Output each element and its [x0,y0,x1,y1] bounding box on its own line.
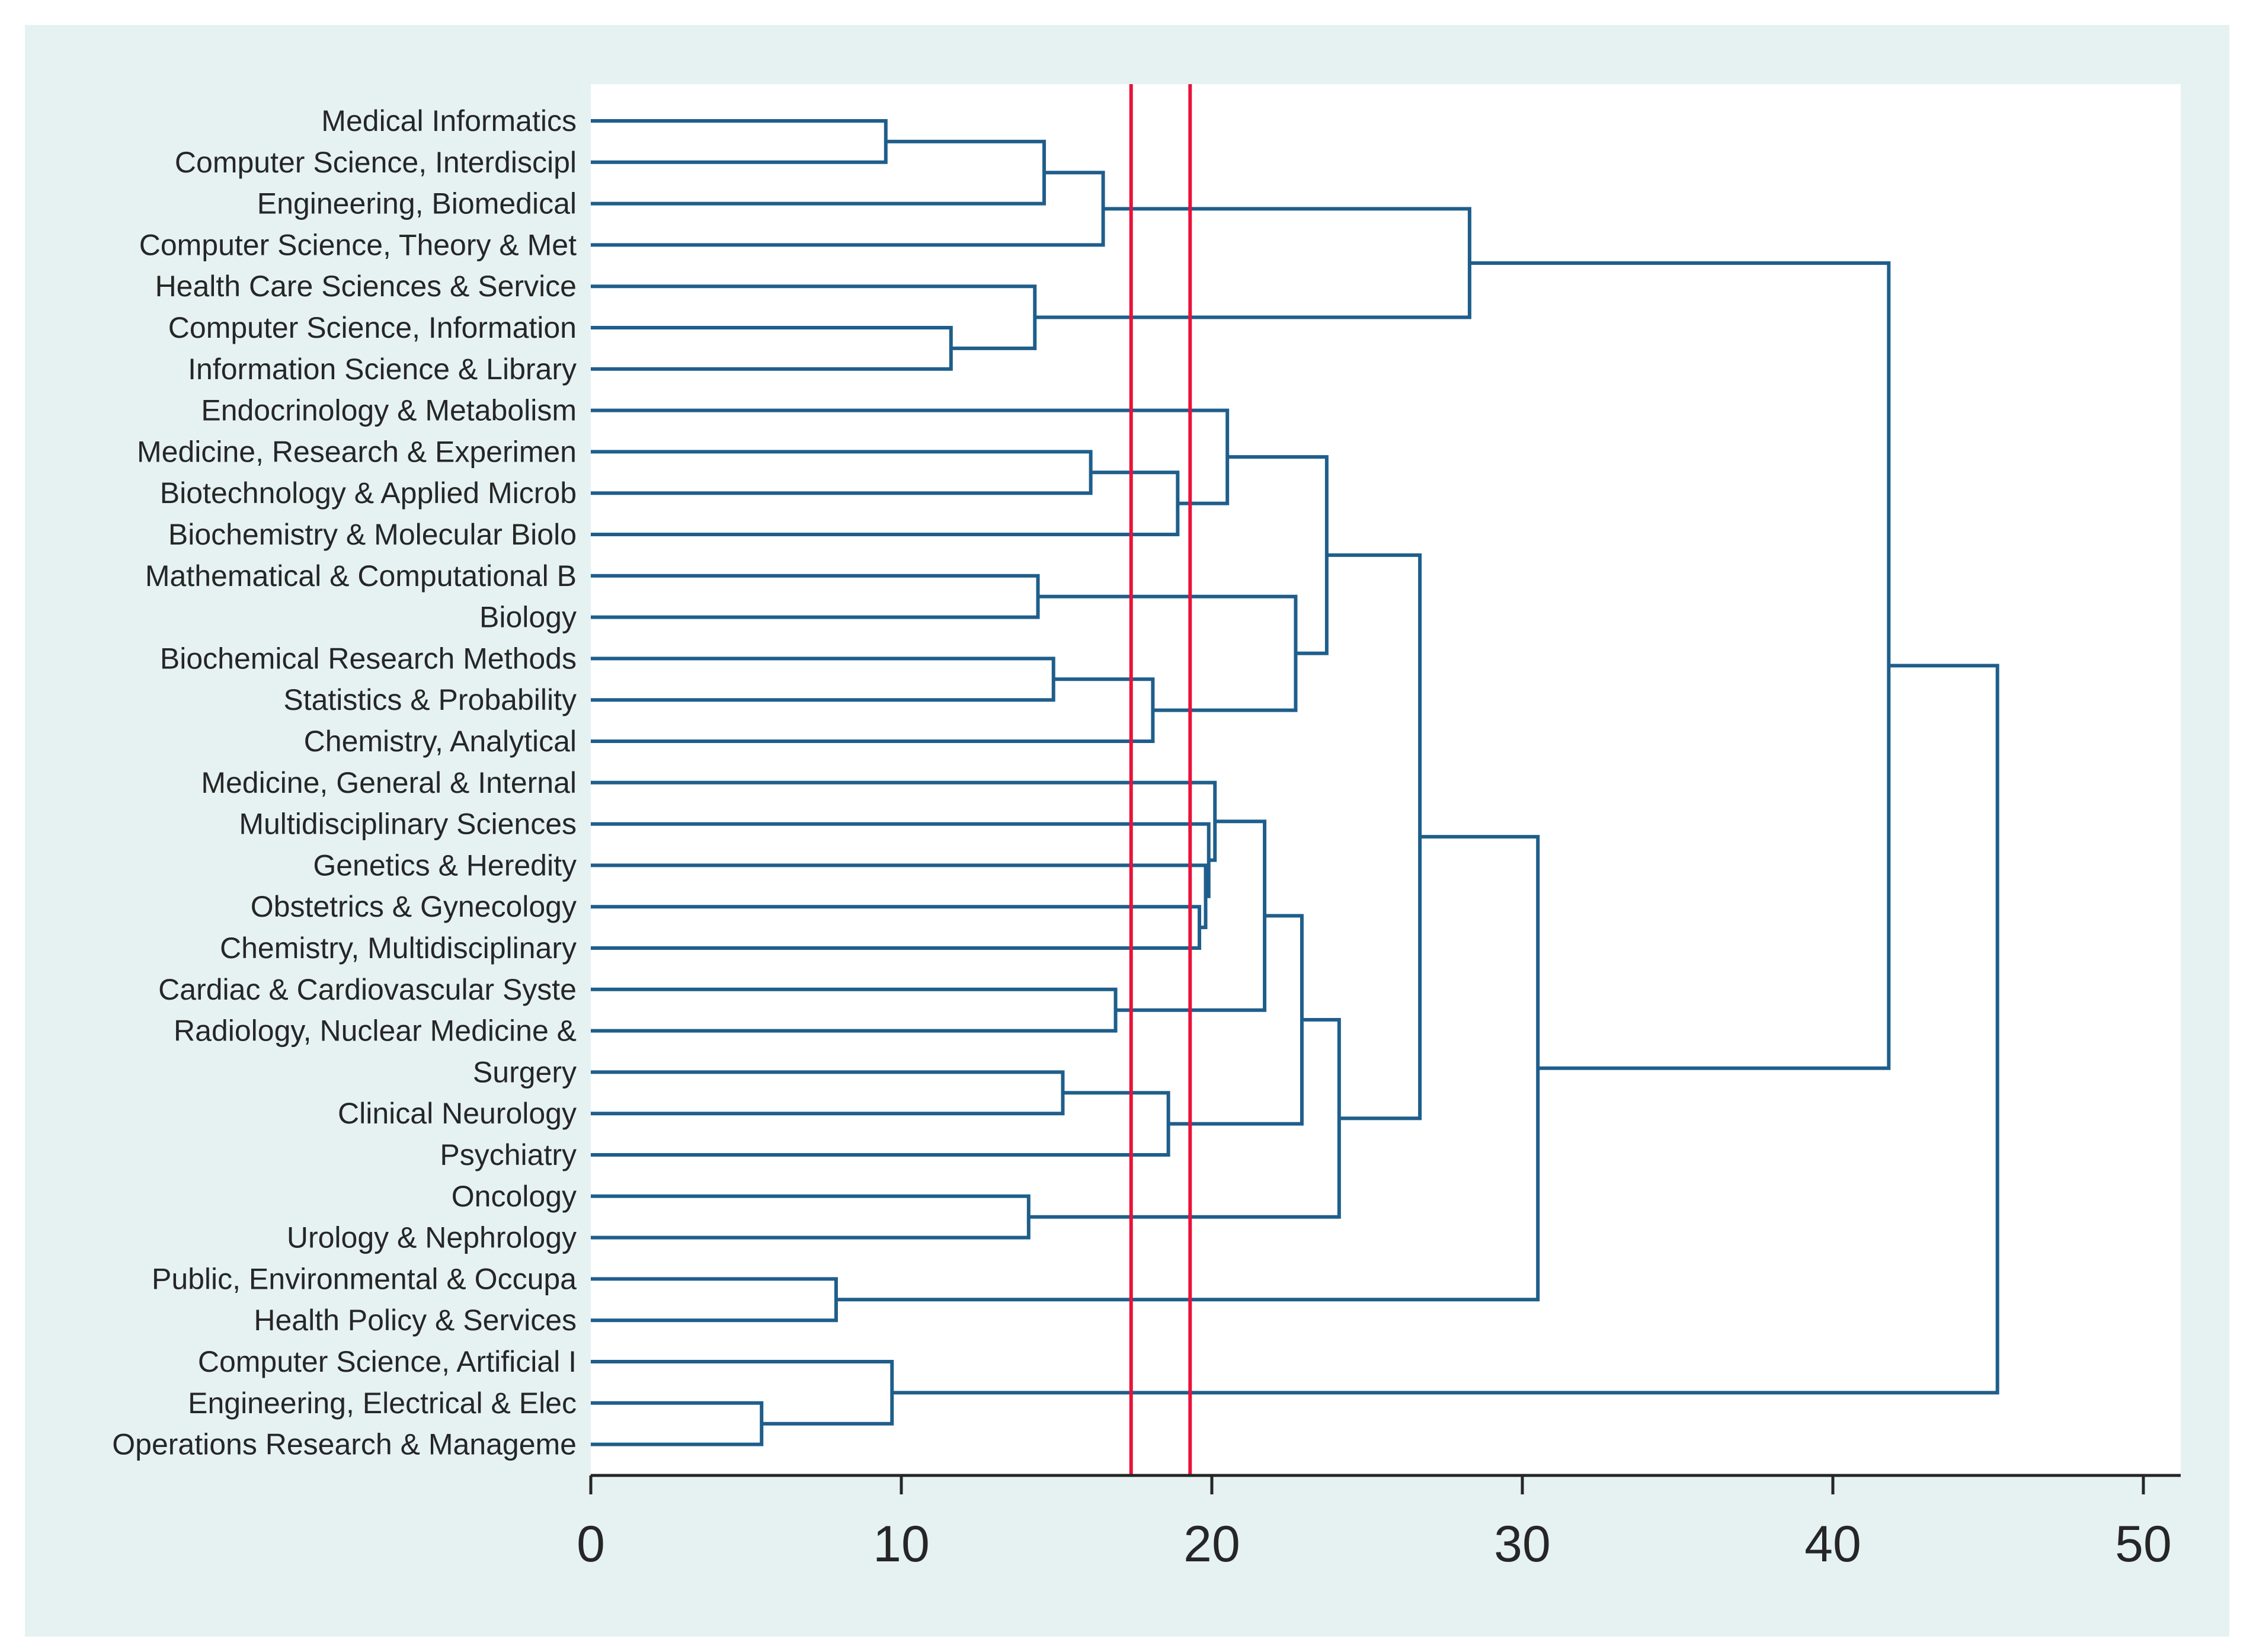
x-tick-label: 10 [873,1516,930,1573]
x-tick-label: 50 [2115,1516,2172,1573]
leaf-label: Biology [479,601,577,634]
leaf-label: Obstetrics & Gynecology [251,890,577,923]
leaf-label: Operations Research & Manageme [112,1428,577,1461]
leaf-label: Biochemical Research Methods [160,642,577,675]
leaf-label: Health Care Sciences & Service [155,270,577,303]
leaf-label: Oncology [452,1180,577,1213]
plot-area [591,84,2181,1475]
x-tick-label: 30 [1494,1516,1551,1573]
x-tick-label: 20 [1183,1516,1240,1573]
leaf-label: Urology & Nephrology [287,1221,577,1254]
leaf-label: Medical Informatics [321,104,577,137]
leaf-label: Mathematical & Computational B [145,559,577,593]
leaf-label: Medicine, General & Internal [201,766,577,799]
leaf-label: Engineering, Biomedical [257,187,577,220]
dendrogram-link [892,664,1999,1395]
leaf-label: Computer Science, Information [168,311,577,344]
leaf-label: Radiology, Nuclear Medicine & [174,1014,577,1048]
leaf-label: Medicine, Research & Experimen [137,435,577,468]
leaf-label: Information Science & Library [188,353,577,386]
reference-lines [1129,84,1192,1475]
leaf-label: Computer Science, Theory & Met [139,228,577,261]
leaf-label: Public, Environmental & Occupa [152,1262,577,1295]
leaf-label: Genetics & Heredity [313,849,577,882]
leaf-label: Cardiac & Cardiovascular Syste [158,973,577,1006]
leaf-label: Chemistry, Multidisciplinary [220,931,577,965]
leaf-label: Engineering, Electrical & Elec [188,1387,577,1420]
leaf-label: Computer Science, Artificial I [198,1345,577,1378]
leaf-label: Clinical Neurology [338,1097,577,1130]
leaf-label: Psychiatry [440,1138,577,1171]
leaf-label: Statistics & Probability [283,683,577,716]
leaf-label: Multidisciplinary Sciences [239,808,577,841]
leaf-label: Chemistry, Analytical [304,725,577,758]
leaf-label: Biochemistry & Molecular Biolo [168,518,577,551]
leaf-label: Health Policy & Services [254,1304,577,1337]
leaf-label: Endocrinology & Metabolism [201,394,577,427]
x-axis: 0 10 20 30 40 50 [577,1474,2181,1573]
leaf-label: Computer Science, Interdiscipl [175,146,577,179]
leaf-label: Surgery [473,1055,577,1088]
x-tick-label: 0 [577,1516,605,1573]
leaf-labels: Medical Informatics Computer Science, Int… [112,104,577,1461]
leaf-label: Biotechnology & Applied Microb [160,476,577,510]
x-tick-label: 40 [1804,1516,1861,1573]
